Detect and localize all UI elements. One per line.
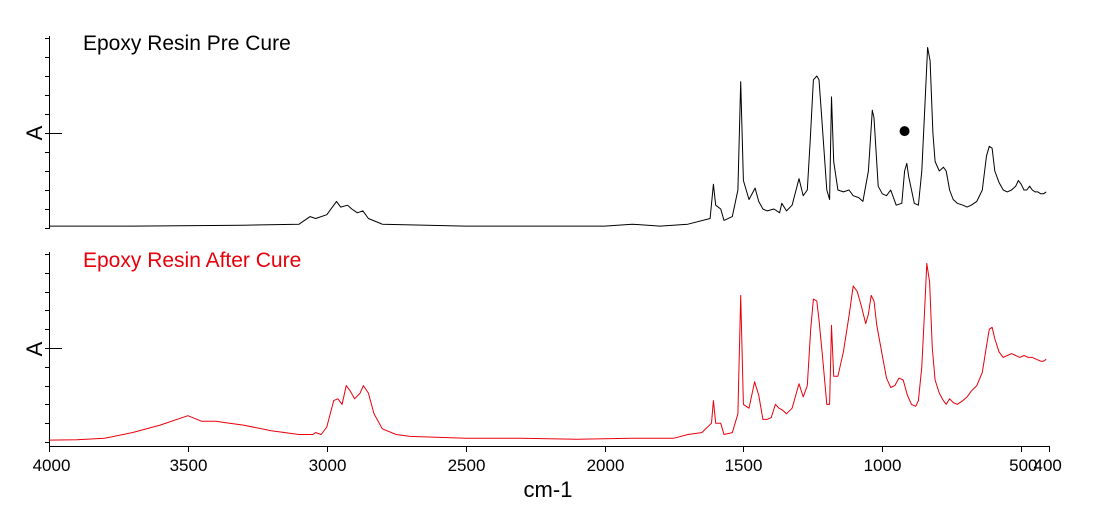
x-tick-label: 2500 xyxy=(448,456,486,475)
x-tick-label: 1000 xyxy=(864,456,902,475)
x-tick-label: 2000 xyxy=(587,456,625,475)
after-cure-spectrum-line xyxy=(48,262,1047,441)
bottom-panel-title: Epoxy Resin After Cure xyxy=(83,249,301,272)
pre-cure-spectrum-line xyxy=(49,47,1047,227)
x-axis-label: cm-1 xyxy=(524,477,573,502)
panel-pre-cure: A Epoxy Resin Pre Cure xyxy=(22,32,1047,229)
marker-dot xyxy=(899,126,910,137)
x-tick-label: 1500 xyxy=(725,456,763,475)
panel-after-cure: A Epoxy Resin After Cure xyxy=(22,249,1047,446)
bottom-y-ticks xyxy=(45,254,62,443)
top-y-ticks xyxy=(45,38,62,229)
bottom-y-axis-label: A xyxy=(22,341,47,356)
x-tick-label: 400 xyxy=(1034,456,1062,475)
x-tick-label: 3000 xyxy=(309,456,347,475)
x-tick-label: 500 xyxy=(1009,456,1037,475)
top-panel-title: Epoxy Resin Pre Cure xyxy=(83,32,291,55)
x-tick-label: 3500 xyxy=(170,456,208,475)
top-y-axis-label: A xyxy=(22,125,47,140)
x-tick-label: 4000 xyxy=(33,456,71,475)
